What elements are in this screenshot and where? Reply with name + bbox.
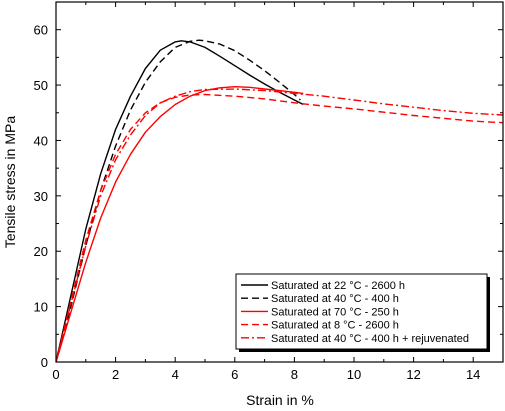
- series-layer: [56, 39, 503, 362]
- x-axis-label: Strain in %: [246, 392, 314, 408]
- x-tick-label: 2: [112, 367, 119, 382]
- x-tick-label: 4: [172, 367, 179, 382]
- y-tick-label: 10: [34, 300, 48, 315]
- x-tick-label: 10: [347, 367, 361, 382]
- x-tick-label: 14: [466, 367, 480, 382]
- series-line-4: [56, 93, 503, 362]
- ticks-layer: 0 2 4 6 8 10 12 14 0 10 20 30 40 50 60: [34, 2, 503, 382]
- y-tick-label: 60: [34, 23, 48, 38]
- y-tick-label: 40: [34, 133, 48, 148]
- y-tick-label: 30: [34, 189, 48, 204]
- x-tick-label: 0: [52, 367, 59, 382]
- legend-box: [235, 273, 488, 350]
- legend-label-4: Saturated at 8 °C - 2600 h: [271, 320, 399, 332]
- x-tick-label: 6: [231, 367, 238, 382]
- legend-label-2: Saturated at 40 °C - 400 h: [271, 293, 399, 305]
- legend-label-5: Saturated at 40 °C - 400 h + rejuvenated: [271, 333, 469, 345]
- plot-frame: [55, 1, 504, 363]
- x-tick-label: 8: [291, 367, 298, 382]
- y-axis-label: Tensile stress in MPa: [2, 116, 18, 248]
- x-tick-label: 12: [406, 367, 420, 382]
- series-line-3: [56, 86, 304, 362]
- y-tick-label: 20: [34, 244, 48, 259]
- series-line-5: [56, 88, 503, 362]
- legend-label-1: Saturated at 22 °C - 2600 h: [271, 280, 405, 292]
- series-line-1: [56, 40, 304, 362]
- y-tick-label: 0: [41, 355, 48, 370]
- y-tick-label: 50: [34, 78, 48, 93]
- legend-label-3: Saturated at 70 °C - 250 h: [271, 306, 399, 318]
